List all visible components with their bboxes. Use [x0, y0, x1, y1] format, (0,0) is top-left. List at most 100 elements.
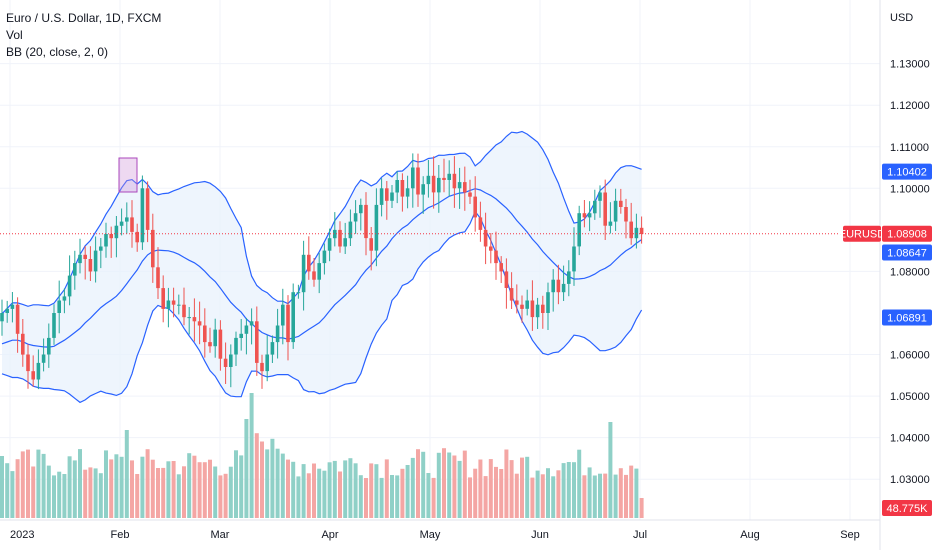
candle[interactable]: [203, 308, 207, 358]
candle[interactable]: [192, 298, 197, 342]
candle[interactable]: [239, 319, 243, 351]
candle[interactable]: [582, 200, 587, 228]
candle[interactable]: [67, 255, 72, 306]
candle[interactable]: [411, 153, 415, 208]
candle[interactable]: [541, 295, 545, 329]
candle[interactable]: [286, 295, 290, 361]
candle[interactable]: [109, 226, 113, 258]
candle[interactable]: [426, 160, 431, 198]
candle[interactable]: [104, 222, 108, 258]
candle[interactable]: [525, 289, 529, 316]
candle[interactable]: [613, 188, 618, 231]
candle[interactable]: [431, 156, 436, 209]
candle[interactable]: [593, 189, 597, 220]
candle[interactable]: [567, 260, 571, 297]
candle[interactable]: [421, 176, 425, 214]
candle[interactable]: [161, 275, 165, 323]
candle[interactable]: [234, 331, 238, 366]
candle[interactable]: [457, 167, 462, 209]
candle[interactable]: [468, 179, 472, 204]
candle[interactable]: [530, 280, 535, 331]
candle[interactable]: [572, 227, 576, 286]
candle[interactable]: [348, 209, 353, 247]
candle[interactable]: [119, 208, 124, 236]
candle[interactable]: [135, 223, 139, 252]
candle[interactable]: [343, 222, 347, 254]
candle[interactable]: [556, 264, 561, 305]
candle[interactable]: [177, 294, 181, 315]
candle[interactable]: [400, 173, 405, 212]
candle[interactable]: [452, 156, 457, 208]
candle[interactable]: [478, 201, 483, 242]
candle[interactable]: [307, 236, 311, 280]
candle[interactable]: [52, 304, 56, 345]
candle[interactable]: [499, 256, 503, 283]
candle[interactable]: [213, 318, 217, 358]
candle[interactable]: [629, 202, 633, 245]
candle[interactable]: [353, 200, 358, 234]
candle[interactable]: [322, 243, 327, 275]
candle[interactable]: [62, 288, 67, 314]
candle[interactable]: [47, 323, 51, 368]
candle[interactable]: [140, 175, 145, 250]
candle[interactable]: [78, 238, 82, 274]
candle[interactable]: [281, 288, 285, 345]
candle[interactable]: [260, 354, 264, 389]
candle[interactable]: [447, 160, 451, 197]
candle[interactable]: [603, 179, 607, 240]
candle[interactable]: [15, 297, 20, 353]
candle[interactable]: [145, 181, 150, 243]
candle[interactable]: [0, 299, 4, 336]
candle[interactable]: [57, 280, 61, 334]
volume-indicator-label[interactable]: Vol: [6, 28, 23, 42]
candle[interactable]: [171, 287, 176, 318]
candle[interactable]: [99, 238, 103, 269]
candle[interactable]: [218, 320, 223, 371]
candle[interactable]: [624, 198, 628, 239]
candle[interactable]: [156, 247, 160, 299]
candle[interactable]: [41, 338, 46, 372]
bollinger-indicator-label[interactable]: BB (20, close, 2, 0): [6, 45, 109, 59]
candle[interactable]: [515, 284, 519, 314]
candle[interactable]: [36, 349, 41, 390]
candle[interactable]: [535, 297, 540, 329]
candle[interactable]: [88, 246, 93, 281]
candle[interactable]: [296, 284, 301, 299]
candle[interactable]: [21, 319, 25, 367]
candle[interactable]: [291, 283, 295, 349]
candle[interactable]: [10, 292, 15, 323]
candle[interactable]: [587, 201, 592, 232]
candle[interactable]: [619, 188, 623, 214]
candle[interactable]: [229, 344, 233, 388]
candle[interactable]: [255, 306, 259, 376]
candle[interactable]: [359, 198, 363, 231]
candle[interactable]: [197, 301, 202, 345]
candle[interactable]: [369, 227, 373, 271]
candle[interactable]: [374, 188, 379, 267]
candle[interactable]: [333, 212, 337, 247]
candle[interactable]: [312, 258, 316, 287]
candle[interactable]: [364, 192, 368, 256]
candle[interactable]: [385, 181, 389, 220]
symbol-title[interactable]: Euro / U.S. Dollar, 1D, FXCM: [6, 11, 162, 25]
candle[interactable]: [639, 216, 644, 244]
candle[interactable]: [489, 233, 493, 264]
candle[interactable]: [379, 178, 384, 217]
candle[interactable]: [551, 269, 555, 312]
candles[interactable]: [0, 153, 644, 390]
candle[interactable]: [395, 171, 399, 204]
candle[interactable]: [405, 175, 410, 209]
candle[interactable]: [546, 282, 550, 330]
candle[interactable]: [270, 335, 275, 364]
candle[interactable]: [338, 221, 342, 253]
candle[interactable]: [442, 158, 446, 193]
candle[interactable]: [437, 165, 441, 213]
candle[interactable]: [114, 216, 119, 258]
candle[interactable]: [73, 250, 77, 290]
candle[interactable]: [463, 166, 467, 211]
candle[interactable]: [166, 287, 171, 328]
candle[interactable]: [265, 335, 269, 382]
candle[interactable]: [244, 317, 249, 355]
candle[interactable]: [208, 327, 212, 353]
